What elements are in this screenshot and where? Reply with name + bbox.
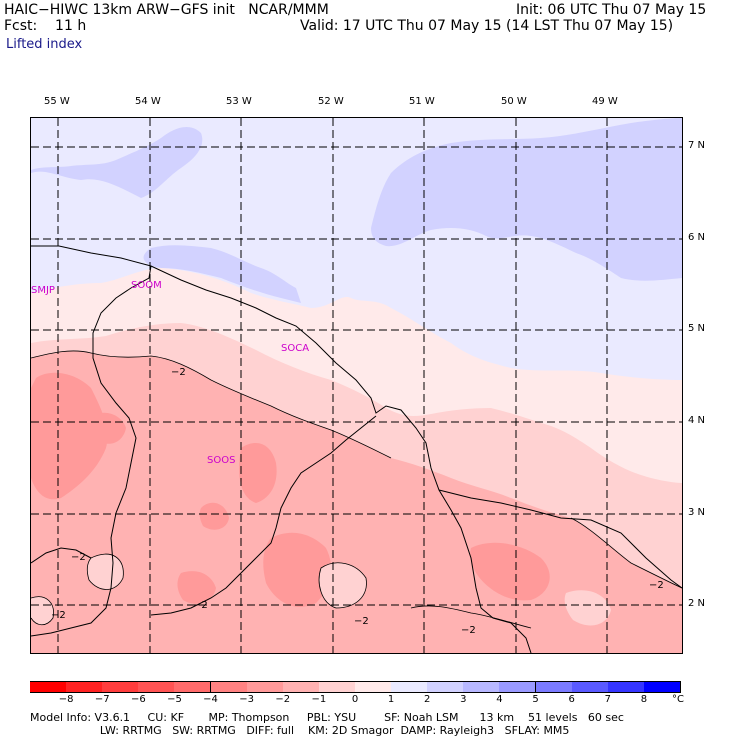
colorbar-tick-label: 1 — [387, 694, 395, 705]
colorbar-tick-label: 5 — [532, 694, 539, 705]
colorbar-tick-label: 8 — [640, 694, 648, 705]
model-info-line1: Model Info: V3.6.1 CU: KF MP: Thompson P… — [30, 711, 624, 724]
field-patch — [177, 571, 216, 604]
contour-label: −2 — [51, 610, 66, 621]
field-pale-patch — [31, 596, 54, 625]
station-label: SMJP — [31, 285, 55, 296]
station-label: SOOS — [207, 455, 235, 466]
lon-label: 53 W — [226, 96, 252, 107]
lat-label: 7 N — [688, 140, 706, 151]
colorbar-tick-label: −2 — [275, 694, 291, 705]
colorbar-swatch — [66, 681, 104, 693]
lon-label: 55 W — [44, 96, 70, 107]
coastline-borders — [31, 245, 682, 653]
lon-label: 52 W — [318, 96, 344, 107]
colorbar-tick-label: −6 — [130, 694, 146, 705]
contour-label: −2 — [193, 600, 208, 611]
colorbar-swatch — [535, 681, 573, 693]
colorbar-swatch — [282, 681, 320, 693]
colorbar-swatch — [463, 681, 501, 693]
colorbar-swatch — [318, 681, 356, 693]
lon-label: 54 W — [135, 96, 161, 107]
contour-label: −2 — [354, 616, 369, 627]
model-info-line2: LW: RRTMG SW: RRTMG DIFF: full KM: 2D Sm… — [30, 724, 570, 737]
colorbar-tick-label: 7 — [604, 694, 611, 705]
colorbar-tick-label: −4 — [203, 694, 218, 705]
field-blue-region — [143, 245, 301, 303]
colorbar-swatch — [30, 681, 67, 693]
colorbar-tick-label: 3 — [460, 694, 467, 705]
colorbar-swatch — [427, 681, 465, 693]
lon-label: 49 W — [592, 96, 618, 107]
field-patch — [263, 532, 332, 607]
field-name: Lifted index — [6, 37, 83, 52]
contour-label: −2 — [171, 367, 186, 378]
colorbar-swatch — [607, 681, 645, 693]
colorbar-swatch — [138, 681, 176, 693]
field-blue-region — [371, 118, 682, 281]
contour-label: −2 — [649, 580, 664, 591]
contour-lines — [31, 350, 682, 629]
lon-label: 50 W — [501, 96, 527, 107]
colorbar-tick-label: −7 — [94, 694, 110, 705]
colorbar-swatch — [391, 681, 429, 693]
lon-label: 51 W — [409, 96, 435, 107]
station-label: SOOM — [131, 280, 162, 291]
lat-label: 3 N — [688, 507, 706, 518]
colorbar-swatch — [355, 681, 392, 693]
field-patch — [31, 372, 108, 500]
field-patch — [91, 412, 126, 444]
colorbar-swatch — [499, 681, 537, 693]
field-pale-patch — [564, 590, 611, 626]
colorbar-tick-label: 6 — [568, 694, 575, 705]
lifted-index-field: −2 −2 −2 −2 −2 −2 −2 SMJP SOOM SOCA SOOS — [31, 118, 682, 653]
colorbar-tick-label: −5 — [167, 694, 182, 705]
lat-lon-grid — [31, 118, 682, 653]
lat-label: 2 N — [688, 598, 706, 609]
lat-label: 5 N — [688, 323, 706, 334]
colorbar-tick-label: −1 — [311, 694, 327, 705]
colorbar-swatch — [643, 681, 681, 693]
map-panel: −2 −2 −2 −2 −2 −2 −2 SMJP SOOM SOCA SOOS — [30, 117, 683, 654]
colorbar-tick-label: 4 — [496, 694, 503, 705]
colorbar-tick-label: 0 — [351, 694, 359, 705]
lat-label: 4 N — [688, 415, 706, 426]
colorbar-tick-label: −3 — [239, 694, 255, 705]
colorbar-tick-label: −8 — [58, 694, 74, 705]
colorbar-swatch — [174, 681, 212, 693]
colorbar-swatch — [102, 681, 140, 693]
field-patch — [470, 542, 550, 601]
map-title: HAIC−HIWC 13km ARW−GFS init NCAR/MMM — [4, 2, 329, 18]
lat-label: 6 N — [688, 232, 706, 243]
colorbar-swatch — [246, 681, 284, 693]
field-blue-region — [31, 126, 203, 198]
colorbar — [30, 681, 681, 693]
colorbar-swatch — [210, 681, 248, 693]
contour-label: −2 — [71, 552, 86, 563]
forecast-hour: Fcst: 11 h — [4, 18, 87, 34]
field-patch — [199, 502, 229, 530]
valid-time: Valid: 17 UTC Thu 07 May 15 (14 LST Thu … — [300, 18, 674, 34]
field-pale-patch — [87, 554, 124, 590]
colorbar-swatch — [571, 681, 609, 693]
field-patch — [239, 443, 277, 503]
colorbar-tick-label: 2 — [424, 694, 431, 705]
field-pale-patch — [319, 562, 367, 608]
contour-label: −2 — [461, 625, 476, 636]
station-label: SOCA — [281, 343, 309, 354]
colorbar-unit: °C — [672, 694, 684, 705]
init-time: Init: 06 UTC Thu 07 May 15 — [516, 2, 707, 18]
